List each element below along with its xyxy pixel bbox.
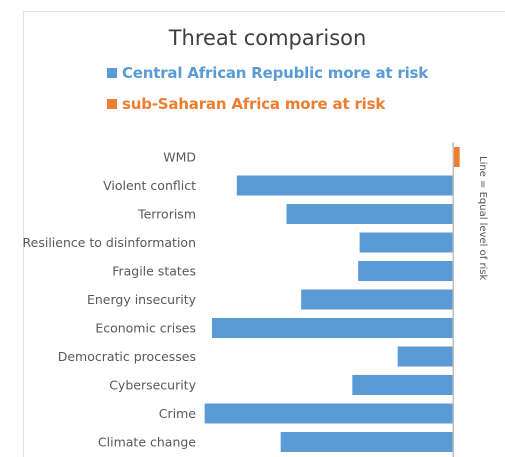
bar-resilience-to-disinformation bbox=[359, 232, 454, 253]
legend-swatch-ssa bbox=[107, 99, 117, 109]
legend-label-car: Central African Republic more at risk bbox=[122, 64, 429, 82]
legend-item-car: Central African Republic more at risk bbox=[107, 62, 428, 84]
legend-item-ssa: sub-Saharan Africa more at risk bbox=[107, 93, 385, 115]
chart-title: Threat comparison bbox=[168, 26, 367, 50]
category-label-terrorism: Terrorism bbox=[137, 207, 196, 222]
category-label-fragile-states: Fragile states bbox=[112, 264, 196, 279]
bar-violent-conflict bbox=[236, 175, 454, 196]
category-label-violent-conflict: Violent conflict bbox=[103, 178, 196, 193]
chart-frame-left bbox=[23, 11, 24, 457]
legend-swatch-car bbox=[107, 68, 117, 78]
legend-label-ssa: sub-Saharan Africa more at risk bbox=[122, 95, 386, 113]
bar-energy-insecurity bbox=[301, 289, 454, 310]
bar-cybersecurity bbox=[352, 375, 454, 395]
category-label-crime: Crime bbox=[159, 406, 197, 421]
category-label-democratic-processes: Democratic processes bbox=[58, 349, 196, 364]
bar-democratic-processes bbox=[397, 346, 454, 367]
bar-terrorism bbox=[286, 204, 454, 224]
category-label-resilience-to-disinformation: Resilience to disinformation bbox=[23, 235, 196, 250]
bar-fragile-states bbox=[358, 261, 454, 281]
category-label-cybersecurity: Cybersecurity bbox=[109, 378, 196, 393]
bar-crime bbox=[204, 403, 454, 424]
category-label-climate-change: Climate change bbox=[98, 435, 196, 450]
bar-economic-crises bbox=[211, 318, 454, 338]
category-label-energy-insecurity: Energy insecurity bbox=[87, 292, 197, 307]
chart-frame-top bbox=[23, 11, 505, 12]
category-label-wmd: WMD bbox=[163, 150, 196, 165]
reference-line-note: Line = Equal level of risk bbox=[477, 156, 488, 281]
bar-climate-change bbox=[280, 432, 454, 452]
bar-wmd bbox=[453, 147, 460, 167]
category-label-economic-crises: Economic crises bbox=[95, 321, 196, 336]
